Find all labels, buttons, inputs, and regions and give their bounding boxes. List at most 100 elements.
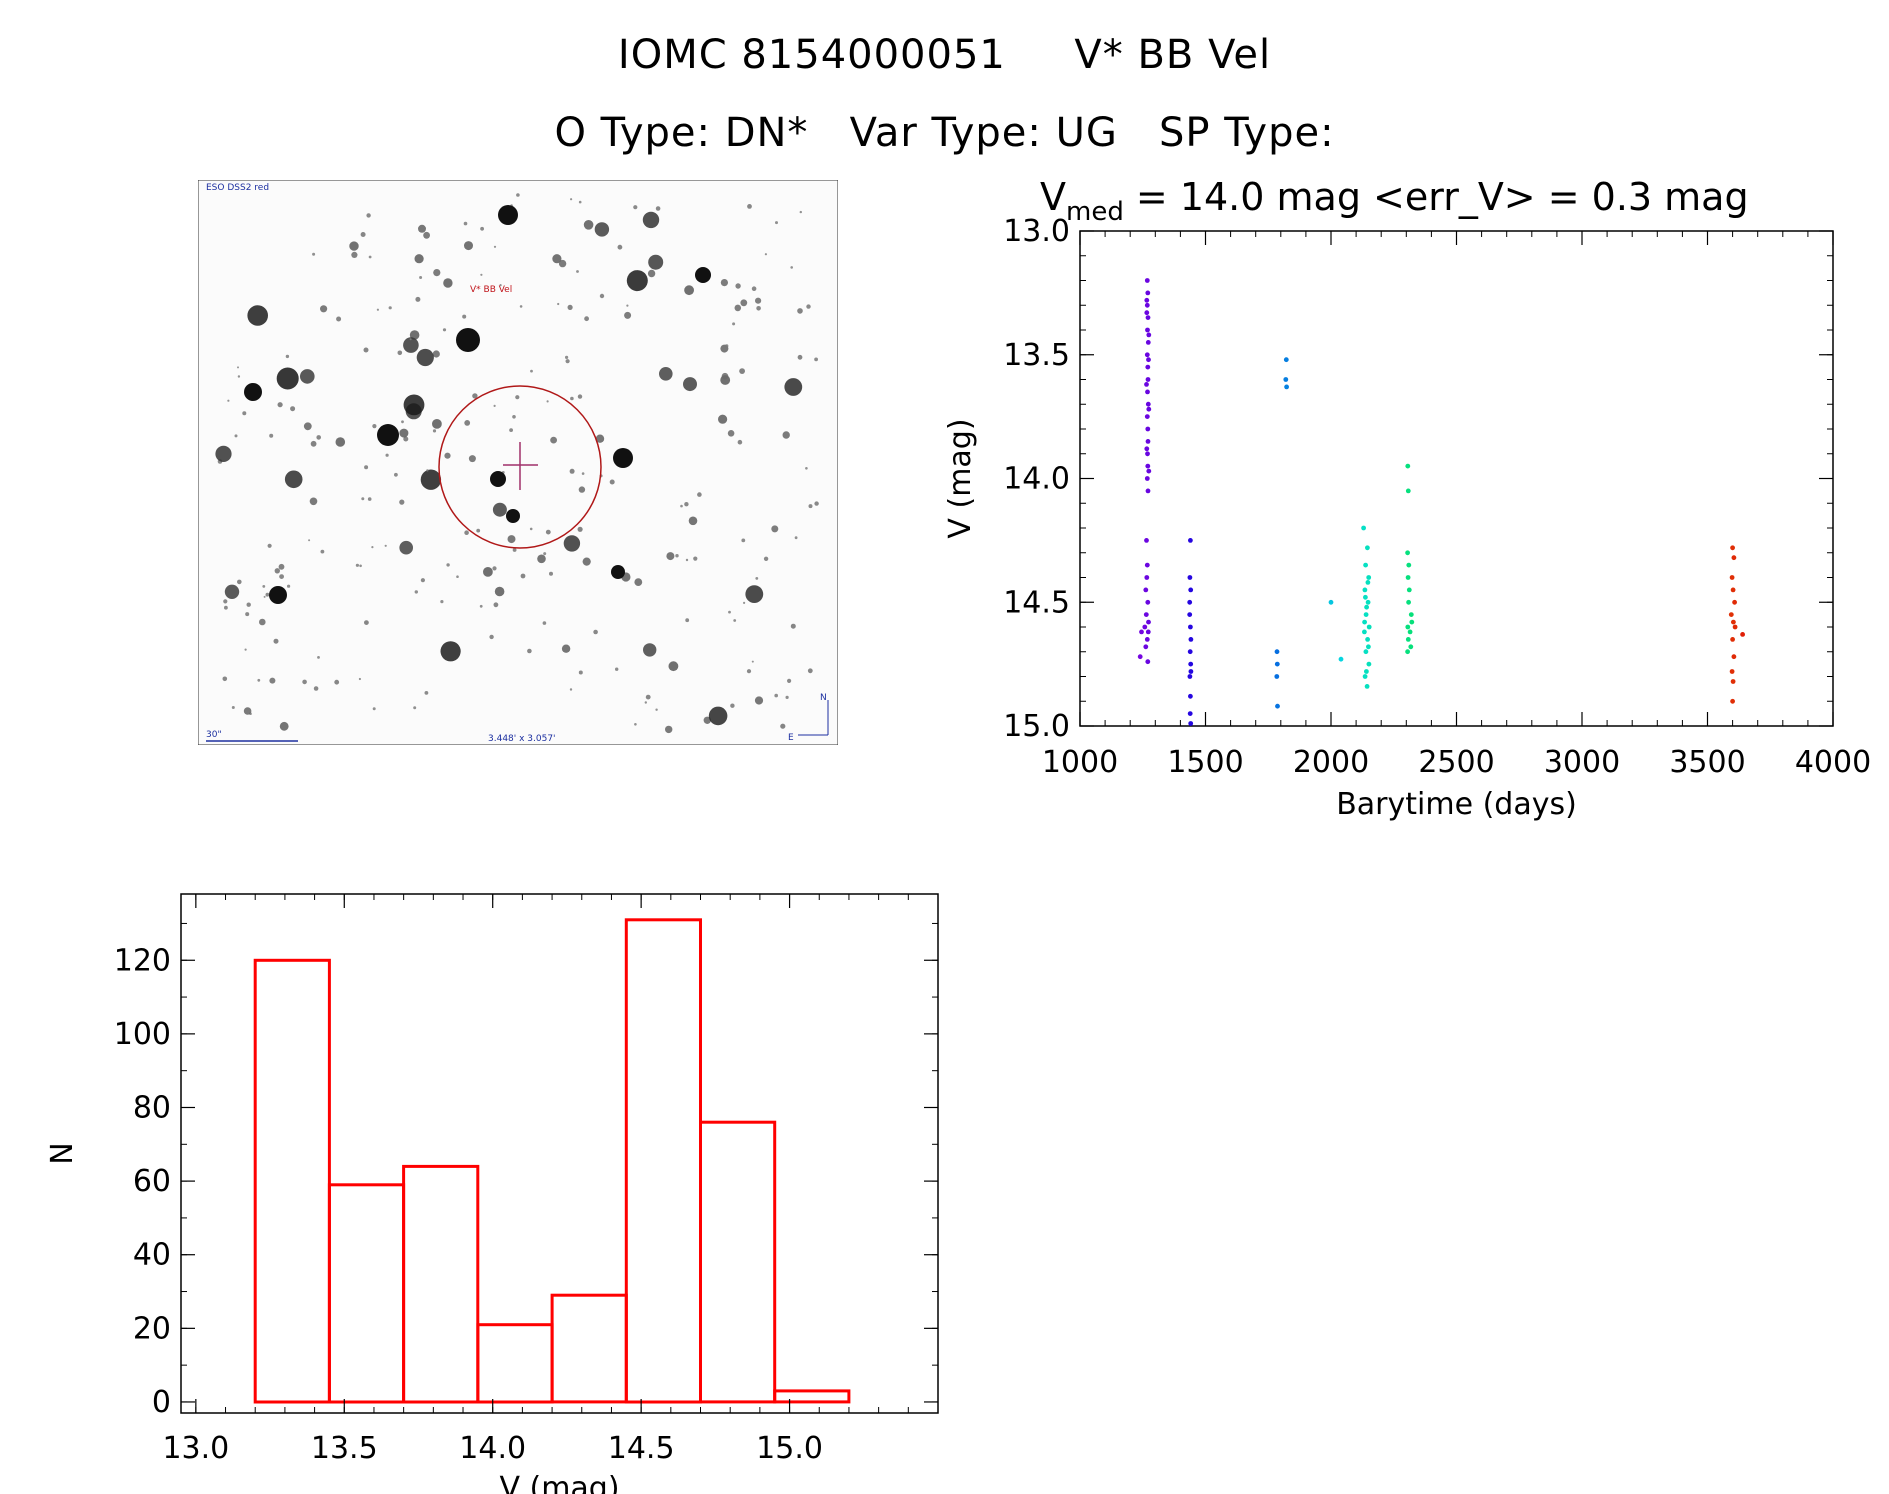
hist-bar [624,918,702,1404]
star [432,419,442,429]
star [313,686,319,691]
star [745,585,764,603]
lc-title-prefix: V [1040,175,1066,219]
lc-point [1145,426,1151,432]
star [310,440,317,447]
star [277,402,283,408]
star [725,344,729,348]
star [432,350,440,358]
lc-point [1145,364,1151,370]
hist-bar [253,958,331,1404]
star [685,618,690,623]
star [683,377,697,392]
star [509,428,513,432]
star [763,556,769,561]
lc-point [1366,624,1372,630]
star [468,455,476,463]
lc-point [1405,624,1411,630]
star [456,575,459,578]
lc-point [1145,439,1151,444]
lc-point [1338,656,1344,662]
lc-point [1405,575,1411,580]
star [655,708,658,711]
star [312,252,316,256]
star [215,445,232,462]
x-tick-label: 2500 [1418,745,1494,780]
star [499,284,502,287]
lc-point [1731,654,1737,660]
y-tick-label: 13.5 [1003,338,1070,373]
fov-label: 3.448' x 3.057' [488,734,556,744]
lc-point [1407,629,1413,635]
star [444,452,451,459]
star [643,643,657,657]
star [269,433,274,438]
lc-point [1145,488,1151,494]
star [414,254,424,264]
star [446,563,450,567]
star [424,691,429,695]
star [595,434,605,443]
star [754,696,764,705]
lc-point [1363,649,1369,655]
lc-plot-frame [1079,230,1834,727]
lc-points [1137,278,1745,726]
lc-point [1405,488,1411,494]
star [697,492,702,497]
star-bright [695,267,711,283]
star [224,605,228,610]
star [647,269,656,278]
lc-point [1363,562,1368,568]
lc-point [1146,468,1152,474]
x-tick-label: 3000 [1544,745,1620,780]
hist-bars [253,918,851,1404]
star [479,604,483,608]
star-bright [244,383,262,401]
star [493,404,496,407]
star [224,584,240,599]
lc-point [1187,599,1193,605]
lc-point [1730,587,1736,593]
lc-point [1283,377,1289,382]
star [443,278,453,288]
star [267,543,272,548]
star [361,497,365,501]
star [530,369,533,373]
y-tick-label: 120 [114,943,171,978]
x-tick-label: 4000 [1795,745,1870,780]
lc-point [1730,679,1736,684]
y-tick-label: 14.0 [1003,462,1070,497]
star [543,552,547,556]
star [624,311,632,319]
star [274,568,280,574]
x-tick-label: 15.0 [756,1431,823,1466]
star [593,629,598,635]
lc-point [1731,555,1737,561]
lc-point [1365,545,1370,551]
star [755,577,759,580]
star [642,211,660,229]
lc-point [1145,659,1151,665]
star [237,579,242,585]
star [414,590,418,594]
star [790,623,796,629]
lc-point [1146,406,1152,412]
hist-bar [402,1164,480,1404]
lc-y-axis-label: V (mag) [943,418,978,538]
star [300,369,315,384]
star [363,347,369,353]
star [735,283,741,289]
star [244,648,247,651]
star [569,468,575,474]
star [581,472,585,475]
star [399,499,405,505]
star [737,439,743,445]
lc-point [1188,538,1193,543]
star [464,530,469,535]
star-bright [613,448,633,468]
star [246,602,251,607]
lc-point [1146,332,1152,338]
star [784,378,803,396]
star [317,656,320,659]
star [308,539,311,542]
